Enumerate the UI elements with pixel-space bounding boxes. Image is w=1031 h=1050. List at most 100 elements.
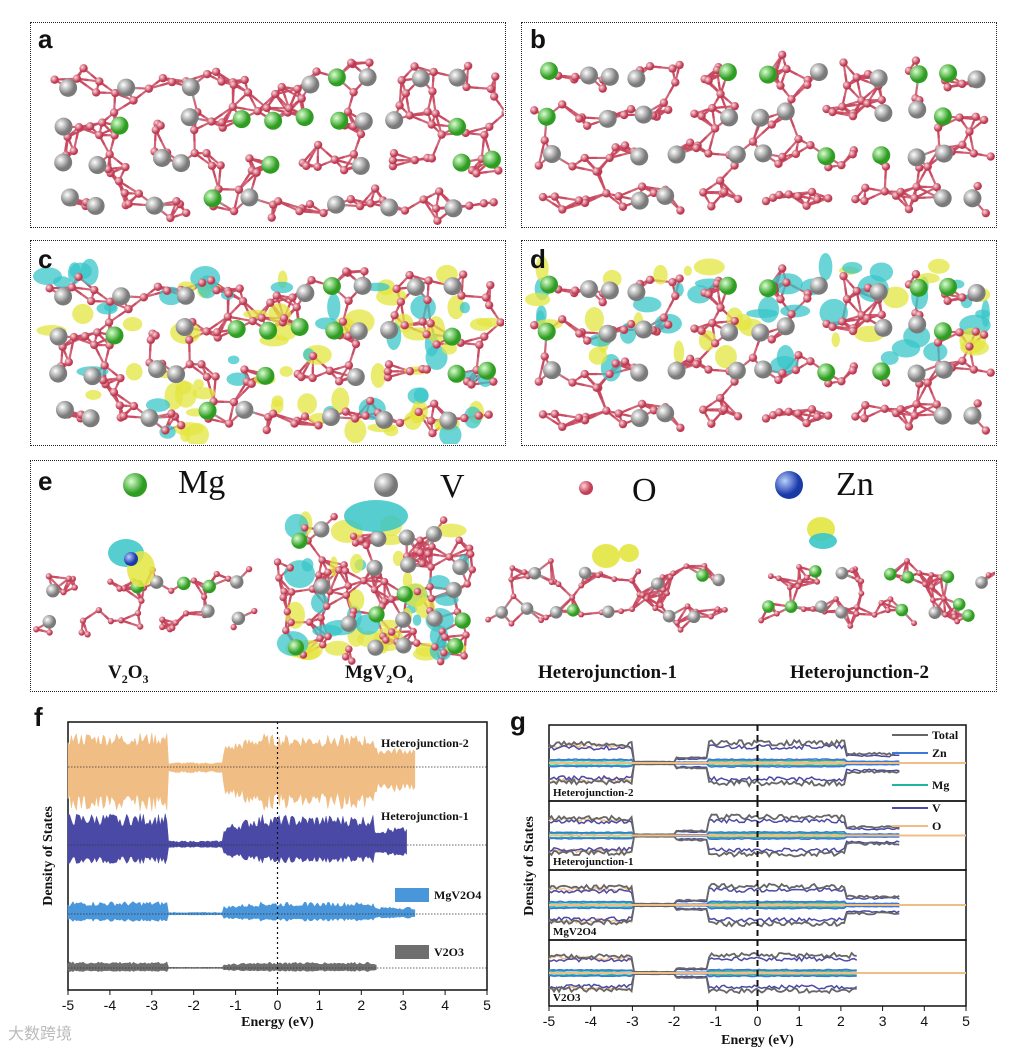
atom-mg [454, 612, 471, 629]
atom-v [874, 103, 893, 122]
atom-o [300, 412, 310, 421]
atom-o [657, 602, 664, 609]
atom-o [618, 202, 628, 211]
atom-o [129, 96, 138, 105]
panel-e [30, 460, 997, 692]
atom-o [664, 105, 673, 115]
atom-o [462, 631, 470, 639]
atom-o [510, 593, 517, 600]
atom-o [387, 628, 396, 636]
atom-o [438, 627, 446, 636]
atom-o [428, 542, 436, 551]
atom-v [149, 575, 164, 589]
atom-o [548, 579, 555, 586]
atom-o [955, 113, 964, 122]
charge-density-lobe [459, 302, 471, 314]
atom-o [748, 137, 758, 146]
atom-v [54, 287, 73, 306]
atom-v [145, 196, 164, 215]
atom-mg [330, 111, 349, 130]
atom-o [240, 365, 249, 374]
atom-o [848, 366, 857, 375]
atom-v [439, 411, 458, 430]
atom-o [534, 377, 543, 386]
atom-o [730, 316, 739, 326]
atom-v [528, 566, 542, 580]
atom-o [172, 619, 179, 626]
atom-o [778, 152, 787, 162]
atom-mg [368, 606, 385, 623]
atom-o [287, 618, 295, 627]
atom-o [839, 271, 848, 281]
atom-o [79, 617, 87, 624]
atom-v [49, 364, 68, 383]
atom-o [611, 359, 620, 368]
atom-mg [718, 276, 737, 295]
atom-o [863, 314, 872, 323]
atom-o [575, 114, 584, 123]
atom-o [409, 627, 417, 636]
atom-mg [909, 278, 928, 297]
atom-o [981, 426, 991, 435]
atom-o [121, 162, 130, 172]
atom-v [907, 148, 926, 167]
atom-o [863, 99, 872, 108]
atom-o [107, 618, 115, 625]
atom-o [543, 614, 550, 621]
atom-o [618, 419, 628, 429]
atom-o [668, 64, 677, 73]
atom-o [794, 350, 803, 360]
atom-o [427, 563, 435, 571]
charge-density-lobe [882, 286, 909, 309]
atom-o [361, 411, 370, 420]
atom-o [807, 405, 817, 414]
atom-o [230, 623, 237, 631]
atom-o [314, 421, 323, 430]
atom-o [275, 574, 283, 582]
atom-o [958, 356, 967, 366]
atom-o [316, 634, 324, 643]
atom-o [534, 161, 543, 170]
atom-o [162, 286, 172, 295]
atom-o [965, 127, 974, 136]
atom-o [424, 276, 433, 285]
atom-v [720, 323, 739, 342]
atom-v [425, 525, 443, 543]
atom-o [716, 89, 725, 99]
atom-o [346, 58, 356, 68]
atom-o [95, 77, 104, 86]
atom-v [444, 199, 463, 218]
charge-density-lobe [632, 296, 662, 313]
atom-o [431, 643, 439, 651]
atom-v [598, 324, 617, 343]
atom-v [175, 318, 194, 337]
charge-density-lobe [928, 258, 950, 274]
atom-v [933, 406, 952, 425]
atom-o [645, 62, 655, 71]
charge-density-lobe [85, 389, 102, 400]
atom-v [400, 556, 417, 573]
atom-o [861, 401, 870, 410]
atom-v [54, 153, 73, 172]
atom-o [538, 192, 548, 202]
atom-o [465, 544, 474, 553]
atom-o [355, 201, 365, 211]
atom-mg [817, 147, 836, 166]
atom-group [530, 264, 995, 435]
atom-o [463, 580, 472, 588]
atom-o [602, 189, 611, 198]
atom-o [659, 98, 669, 107]
atom-o [468, 565, 477, 574]
atom-o [302, 161, 311, 171]
atom-o [676, 206, 685, 215]
charge-density-lobe [588, 346, 608, 365]
atom-o [292, 303, 301, 312]
atom-o [426, 583, 434, 591]
atom-o [124, 304, 133, 314]
atom-o [418, 559, 427, 568]
atom-o [395, 101, 404, 110]
atom-o [986, 152, 995, 161]
atom-o [958, 140, 967, 149]
atom-o [339, 165, 349, 175]
atom-v [49, 327, 68, 346]
